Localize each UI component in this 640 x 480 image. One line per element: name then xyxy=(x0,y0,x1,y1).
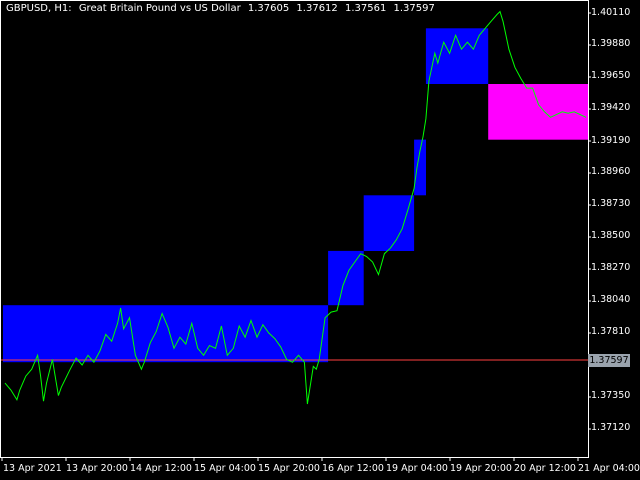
ohlc-close: 1.37597 xyxy=(393,3,435,14)
time-label: 19 Apr 04:00 xyxy=(386,463,448,474)
time-label: 15 Apr 20:00 xyxy=(258,463,320,474)
ohlc-open: 1.37605 xyxy=(247,3,290,14)
symbol-description: Great Britain Pound vs US Dollar xyxy=(78,3,241,14)
up-box xyxy=(414,139,426,196)
down-box xyxy=(488,84,588,140)
time-label: 14 Apr 12:00 xyxy=(130,463,192,474)
time-label: 16 Apr 12:00 xyxy=(322,463,384,474)
ohlc-low: 1.37561 xyxy=(344,3,387,14)
boxes-layer xyxy=(3,28,588,363)
plot-frame xyxy=(0,0,589,458)
time-label: 15 Apr 04:00 xyxy=(194,463,256,474)
price-label: 1.39650 xyxy=(591,70,631,81)
price-label: 1.38500 xyxy=(591,230,631,241)
ohlc-high: 1.37612 xyxy=(296,3,338,14)
price-label: 1.39880 xyxy=(591,38,631,49)
symbol-header: GBPUSD, H1: Great Britain Pound vs US Do… xyxy=(6,3,439,14)
price-line xyxy=(4,10,587,405)
time-ticks xyxy=(1,458,579,461)
price-label: 1.39190 xyxy=(591,135,631,146)
up-box xyxy=(3,305,329,363)
up-box xyxy=(363,195,415,251)
current-price-badge: 1.37597 xyxy=(588,354,630,367)
price-label: 1.38960 xyxy=(591,166,631,177)
price-label: 1.37810 xyxy=(591,326,631,337)
time-label: 19 Apr 20:00 xyxy=(450,463,512,474)
price-label: 1.38040 xyxy=(591,294,631,305)
time-label: 13 Apr 2021 xyxy=(3,463,62,474)
time-label: 20 Apr 12:00 xyxy=(514,463,576,474)
symbol-name: GBPUSD, H1: xyxy=(6,3,72,14)
price-label: 1.37120 xyxy=(591,422,631,433)
time-label: 21 Apr 04:00 xyxy=(578,463,640,474)
price-label: 1.39420 xyxy=(591,102,631,113)
price-label: 1.37350 xyxy=(591,390,631,401)
time-label: 13 Apr 20:00 xyxy=(66,463,128,474)
price-label: 1.38730 xyxy=(591,198,631,209)
price-label: 1.40110 xyxy=(591,7,631,18)
price-label: 1.38270 xyxy=(591,262,631,273)
